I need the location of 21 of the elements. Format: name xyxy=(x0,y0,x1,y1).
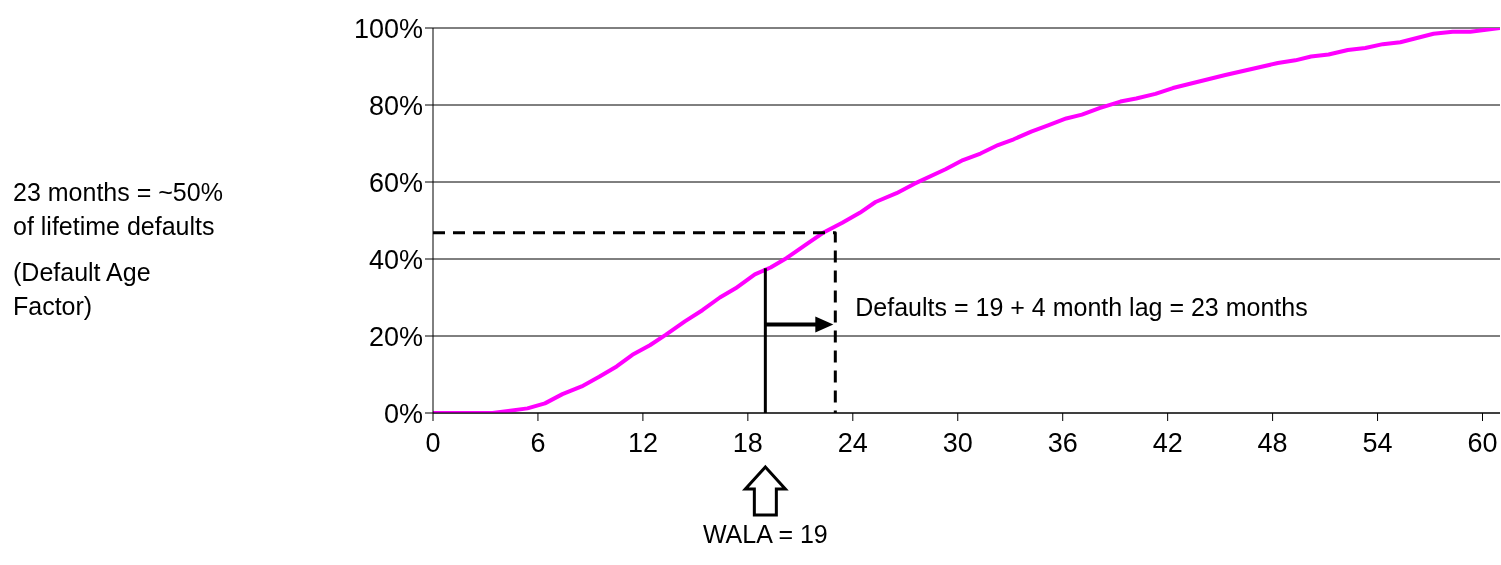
x-tick-label: 48 xyxy=(1257,428,1288,459)
x-tick-label: 0 xyxy=(425,428,441,459)
text: WALA = 19 xyxy=(702,520,828,548)
y-tick-label: 100% xyxy=(353,13,423,44)
x-tick-label: 30 xyxy=(942,428,973,459)
x-tick-label: 42 xyxy=(1152,428,1183,459)
x-tick-label: 54 xyxy=(1362,428,1393,459)
y-tick-label: 80% xyxy=(368,90,423,121)
x-tick-label: 24 xyxy=(837,428,868,459)
y-tick-label: 20% xyxy=(368,321,423,352)
x-tick-label: 18 xyxy=(732,428,763,459)
annotation: Defaults = 19 + 4 month lag = 23 months xyxy=(855,293,1308,322)
text: 23 months = ~50% of lifetime defaults xyxy=(13,176,224,242)
x-tick-label: 36 xyxy=(1047,428,1078,459)
y-tick-label: 60% xyxy=(368,167,423,198)
x-tick-label: 6 xyxy=(530,428,546,459)
x-tick-label: 60 xyxy=(1467,428,1498,459)
y-tick-label: 0% xyxy=(383,398,423,429)
x-tick-label: 12 xyxy=(627,428,658,459)
y-tick-label: 40% xyxy=(368,244,423,275)
text: (Default Age Factor) xyxy=(13,256,152,322)
